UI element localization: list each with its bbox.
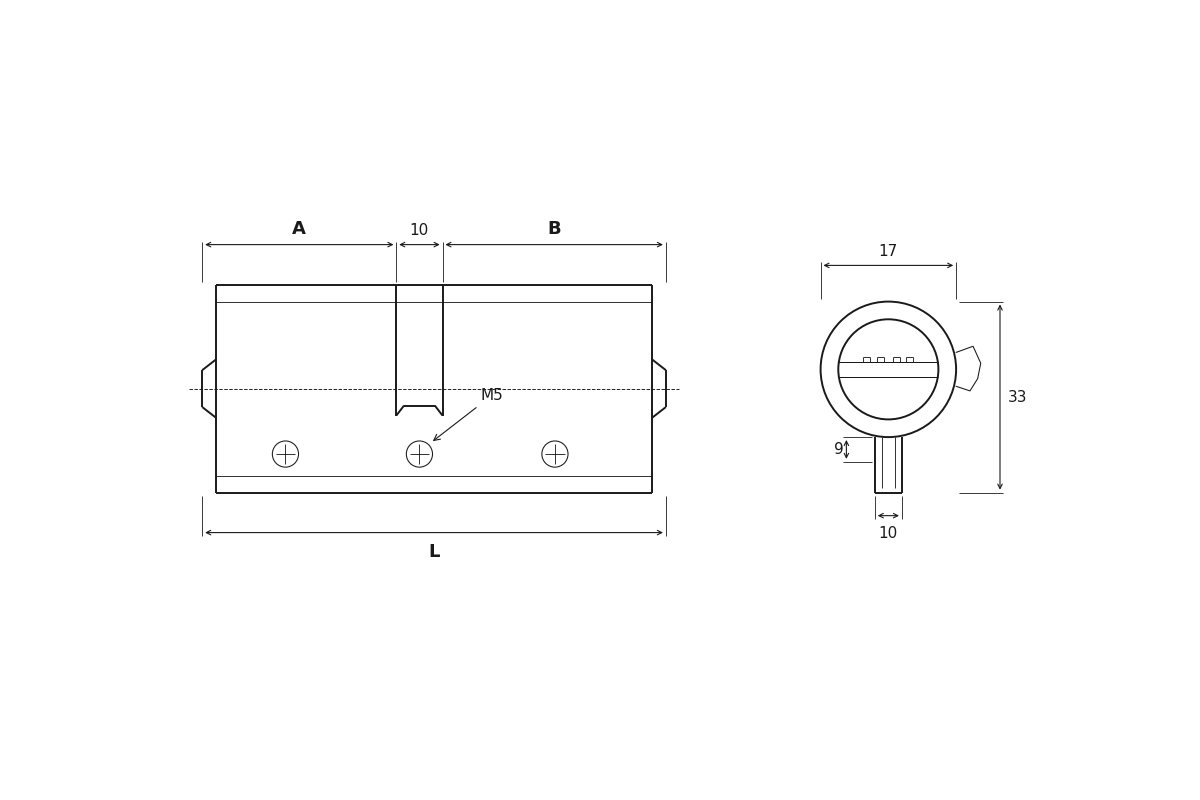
Text: A: A — [293, 221, 306, 238]
Text: L: L — [428, 542, 439, 561]
Text: 10: 10 — [409, 223, 430, 238]
Text: 9: 9 — [834, 442, 844, 457]
Text: B: B — [547, 221, 560, 238]
Text: 10: 10 — [878, 526, 898, 541]
Text: 17: 17 — [878, 244, 898, 259]
Text: 33: 33 — [1008, 390, 1027, 405]
Text: M5: M5 — [433, 388, 503, 441]
